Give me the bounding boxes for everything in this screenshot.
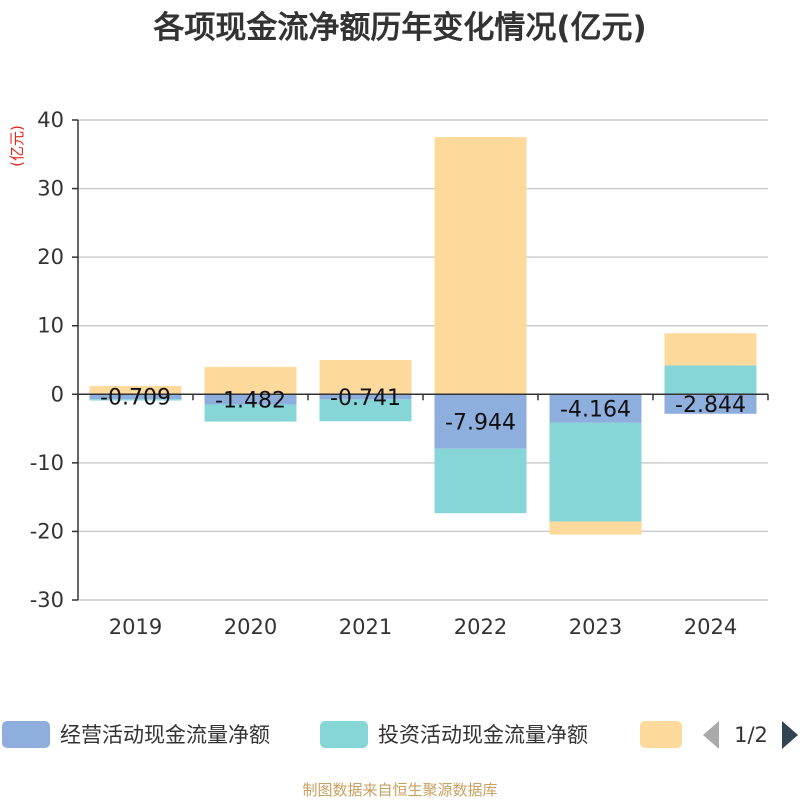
y-axis-ticks: -30 -20 -10 0 10 20 30 40 [30, 108, 78, 612]
bar-2020-series-2[interactable] [204, 366, 297, 395]
bar-2022-series-1[interactable] [434, 448, 527, 514]
x-tick-label-2020: 2020 [224, 615, 277, 639]
legend-swatch-third [640, 721, 682, 748]
legend-swatch-operating [2, 721, 50, 748]
y-tick-label: -30 [30, 588, 64, 612]
x-tick-label-2024: 2024 [684, 615, 737, 639]
legend-prev-page-icon[interactable] [703, 721, 719, 749]
data-label-2021: -0.741 [330, 386, 401, 411]
y-tick-label: 10 [37, 314, 64, 338]
data-label-2019: -0.709 [100, 386, 171, 411]
axes [77, 120, 769, 600]
bar-2021-series-2[interactable] [319, 360, 412, 395]
legend-label-operating: 经营活动现金流量净额 [60, 723, 270, 747]
legend-item-investing[interactable]: 投资活动现金流量净额 [320, 721, 588, 748]
legend-label-investing: 投资活动现金流量净额 [378, 723, 588, 747]
legend-swatch-investing [320, 721, 368, 748]
data-label-2024: -2.844 [675, 393, 746, 418]
legend-next-page-icon[interactable] [782, 721, 798, 749]
y-tick-label: 30 [37, 177, 64, 201]
legend-item-third[interactable] [640, 721, 682, 748]
data-label-2022: -7.944 [445, 411, 516, 436]
bar-2019-series-2[interactable] [89, 386, 182, 395]
legend-page-indicator: 1/2 [734, 723, 768, 747]
data-label-2023: -4.164 [560, 398, 631, 423]
y-tick-label: 20 [37, 245, 64, 269]
data-labels: -0.709 -1.482 -0.741 -7.944 -4.164 -2.844 [100, 386, 746, 436]
bar-2023-series-2[interactable] [549, 521, 642, 535]
x-tick-label-2019: 2019 [109, 615, 162, 639]
y-tick-label: 0 [51, 382, 64, 406]
bar-2024-series-0[interactable] [664, 394, 757, 414]
bar-2020-series-0[interactable] [204, 394, 297, 405]
data-source-note: 制图数据来自恒生聚源数据库 [302, 781, 497, 799]
y-tick-label: -10 [30, 451, 64, 475]
x-axis-ticks: 2019 2020 2021 2022 2023 2024 [109, 615, 737, 639]
bar-2021-series-1[interactable] [319, 399, 412, 422]
bar-2020-series-1[interactable] [204, 404, 297, 422]
gridlines [78, 119, 768, 601]
bar-2019-series-0[interactable] [89, 394, 182, 400]
bar-series [89, 137, 757, 535]
y-tick-label: 40 [37, 108, 64, 132]
y-axis-unit-label: (亿元) [8, 125, 26, 167]
legend-item-operating[interactable]: 经营活动现金流量净额 [2, 721, 270, 748]
chart-title: 各项现金流净额历年变化情况(亿元) [152, 10, 646, 46]
bar-2019-series-1[interactable] [89, 399, 182, 401]
x-tick-label-2022: 2022 [454, 615, 507, 639]
bar-2023-series-1[interactable] [549, 422, 642, 522]
y-tick-label: -20 [30, 519, 64, 543]
bar-2023-series-0[interactable] [549, 394, 642, 423]
bar-2024-series-1[interactable] [664, 365, 757, 395]
legend: 经营活动现金流量净额 投资活动现金流量净额 1/2 [2, 721, 798, 749]
x-tick-label-2021: 2021 [339, 615, 392, 639]
bar-2022-series-2[interactable] [434, 137, 527, 395]
bar-2022-series-0[interactable] [434, 394, 527, 449]
x-tick-label-2023: 2023 [569, 615, 622, 639]
data-label-2020: -1.482 [215, 388, 286, 413]
bar-2024-series-2[interactable] [664, 333, 757, 366]
bar-2021-series-0[interactable] [319, 394, 412, 400]
